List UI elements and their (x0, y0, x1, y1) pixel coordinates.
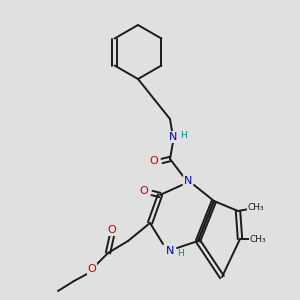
Text: O: O (108, 225, 116, 235)
Text: N: N (169, 132, 177, 142)
Text: O: O (140, 186, 148, 196)
Text: H: H (177, 250, 184, 259)
Text: O: O (150, 156, 158, 166)
Text: CH₃: CH₃ (250, 235, 266, 244)
Text: CH₃: CH₃ (248, 202, 264, 211)
Text: H: H (180, 130, 187, 140)
Text: N: N (184, 176, 192, 186)
Text: O: O (88, 264, 96, 274)
Text: N: N (166, 246, 174, 256)
